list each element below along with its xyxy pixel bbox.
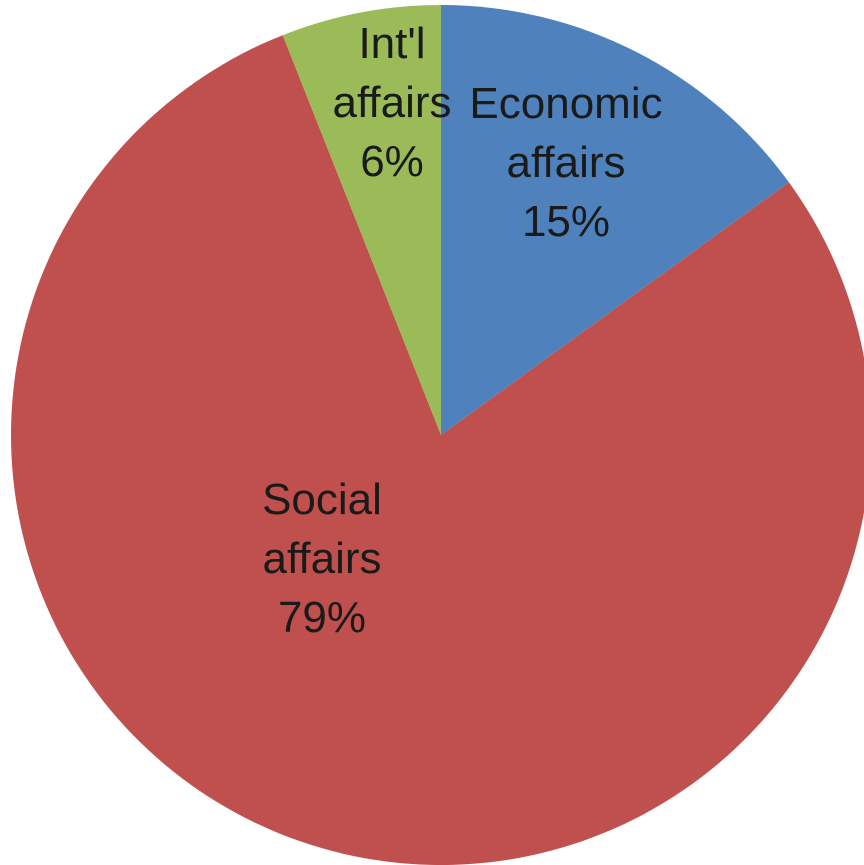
data-label-social-affairs: Social affairs 79%: [262, 475, 382, 642]
data-label-line: affairs: [506, 138, 625, 187]
data-label-line: 79%: [278, 593, 366, 642]
pie-slice-social-affairs: [11, 35, 864, 865]
data-label-line: Social: [262, 475, 382, 524]
data-label-economic-affairs: Economic affairs 15%: [469, 79, 662, 246]
pie-slice-economic-affairs: [441, 5, 789, 435]
data-label-line: affairs: [262, 534, 381, 583]
data-label-line: affairs: [332, 78, 451, 127]
data-label-line: Economic: [469, 79, 662, 128]
data-label-line: 6%: [360, 137, 424, 186]
pie-slice-int-l-affairs: [282, 5, 441, 435]
data-label-int-l-affairs: Int'l affairs 6%: [332, 19, 451, 186]
slices-layer: [11, 5, 864, 865]
labels-layer: Economic affairs 15% Social affairs 79% Int'l a…: [262, 19, 663, 642]
data-label-line: 15%: [522, 197, 610, 246]
data-label-line: Int'l: [358, 19, 425, 68]
